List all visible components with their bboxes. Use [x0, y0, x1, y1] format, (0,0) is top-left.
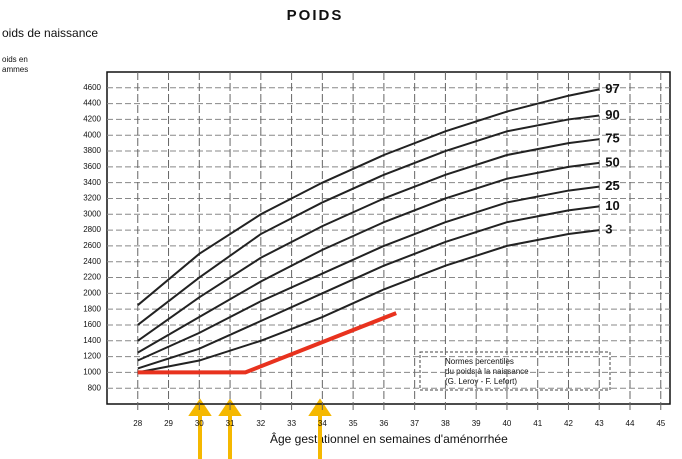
- y-tick-label: 1200: [83, 352, 101, 361]
- y-tick-label: 2200: [83, 273, 101, 282]
- x-tick-label: 42: [564, 419, 573, 428]
- y-tick-label: 1400: [83, 336, 101, 345]
- series-line: [137, 205, 600, 370]
- x-tick-label: 31: [226, 419, 235, 428]
- note: du poids à la naissance: [445, 367, 529, 376]
- x-tick-label: 39: [472, 419, 481, 428]
- y-tick-label: 4000: [83, 130, 101, 139]
- y-tick-label: 3200: [83, 194, 101, 203]
- x-tick-label: 40: [502, 419, 511, 428]
- percentile-label: 3: [605, 222, 612, 237]
- series-line: [137, 138, 600, 342]
- arrows: [188, 398, 332, 459]
- x-tick-label: 35: [349, 419, 358, 428]
- y-tick-label: 3400: [83, 178, 101, 187]
- x-tick-label: 36: [379, 419, 388, 428]
- percentile-label: 10: [605, 198, 619, 213]
- chart-title: POIDS: [287, 7, 344, 24]
- percentile-label: 90: [605, 107, 619, 122]
- y-label: oids en: [2, 55, 28, 64]
- percentile-label: 97: [605, 81, 619, 96]
- y-tick-label: 2400: [83, 257, 101, 266]
- y-tick-label: 2800: [83, 225, 101, 234]
- x-tick-label: 43: [595, 419, 604, 428]
- y-tick-label: 1000: [83, 367, 101, 376]
- x-tick-label: 28: [133, 419, 142, 428]
- x-tick-label: 29: [164, 419, 173, 428]
- y-tick-label: 1800: [83, 304, 101, 313]
- y-tick-label: 4200: [83, 115, 101, 124]
- percentile-label: 75: [605, 131, 619, 146]
- series-line: [137, 185, 600, 362]
- x-tick-label: 32: [256, 419, 265, 428]
- x-tick-label: 30: [195, 419, 204, 428]
- x-tick-label: 33: [287, 419, 296, 428]
- x-tick-label: 34: [318, 419, 327, 428]
- series-line: [137, 114, 600, 326]
- y-tick-label: 2000: [83, 288, 101, 297]
- series-line: [137, 88, 600, 306]
- note-box: [419, 351, 611, 391]
- y-tick-label: 3600: [83, 162, 101, 171]
- series-line: [137, 311, 397, 375]
- x-tick-label: 45: [656, 419, 665, 428]
- y-tick-label: 1600: [83, 320, 101, 329]
- x-tick-label: 38: [441, 419, 450, 428]
- x-label: Âge gestationnel en semaines d'aménorrhé…: [270, 431, 508, 446]
- note: (G. Leroy - F. Lefort): [445, 377, 517, 386]
- y-tick-label: 2600: [83, 241, 101, 250]
- subtitle: oids de naissance: [2, 26, 98, 40]
- plot-frame: [106, 71, 671, 405]
- percentile-label: 25: [605, 178, 619, 193]
- y-tick-label: 800: [88, 383, 102, 392]
- y-tick-label: 3000: [83, 209, 101, 218]
- x-tick-label: 44: [626, 419, 635, 428]
- percentile-label: 50: [605, 154, 619, 169]
- series-line: [137, 161, 600, 354]
- series-line: [137, 229, 600, 374]
- y-label: ammes: [2, 65, 28, 74]
- y-tick-label: 4400: [83, 99, 101, 108]
- x-tick-label: 41: [533, 419, 542, 428]
- y-tick-label: 4600: [83, 83, 101, 92]
- note: Normes percentiles: [445, 357, 514, 366]
- x-tick-label: 37: [410, 419, 419, 428]
- y-tick-label: 3800: [83, 146, 101, 155]
